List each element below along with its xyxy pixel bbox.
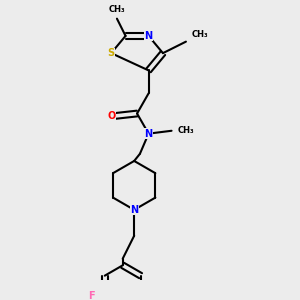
Text: N: N <box>145 129 153 139</box>
Text: N: N <box>145 31 153 41</box>
Text: O: O <box>107 111 115 122</box>
Text: F: F <box>88 291 94 300</box>
Text: CH₃: CH₃ <box>109 5 125 14</box>
Text: S: S <box>108 48 115 58</box>
Text: CH₃: CH₃ <box>177 126 194 135</box>
Text: CH₃: CH₃ <box>192 30 208 39</box>
Text: N: N <box>130 205 138 215</box>
